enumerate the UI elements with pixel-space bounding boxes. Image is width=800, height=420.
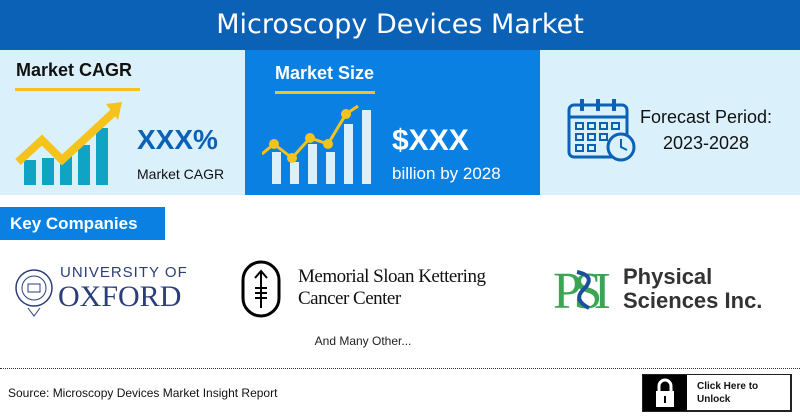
growth-chart-icon [15, 102, 122, 185]
page-title: Microscopy Devices Market [0, 0, 800, 50]
size-heading: Market Size [275, 63, 375, 83]
calendar-clock-icon [567, 99, 636, 162]
cagr-label: Market CAGR [137, 166, 225, 182]
forecast-range: 2023-2028 [662, 133, 750, 153]
market-size-panel: Market Size $XXX billion by 2028 [245, 50, 540, 195]
cagr-value: XXX% [137, 124, 218, 155]
mskcc-line2: Cancer Center [298, 288, 401, 309]
psi-logo: PSI Physical Sciences Inc. [553, 264, 783, 314]
underline [275, 91, 375, 94]
divider [0, 368, 800, 369]
mskcc-mark-icon [241, 260, 281, 318]
mskcc-line1: Memorial Sloan Kettering [298, 266, 486, 287]
forecast-panel: Forecast Period: 2023-2028 [540, 50, 800, 195]
size-value: $XXX [392, 124, 469, 157]
market-cagr-panel: Market CAGR XXX% Market CAGR [0, 50, 245, 195]
size-label: billion by 2028 [392, 164, 501, 183]
key-companies-heading: Key Companies [0, 207, 165, 240]
oxford-crest-icon [15, 269, 53, 317]
unlock-button[interactable]: Click Here to Unlock [642, 374, 792, 412]
cagr-heading: Market CAGR [16, 60, 133, 80]
forecast-label: Forecast Period: [640, 107, 773, 127]
oxford-line1: UNIVERSITY OF [60, 264, 188, 281]
bar-line-chart-icon [262, 104, 371, 184]
psi-line2: Sciences Inc. [623, 288, 763, 313]
oxford-logo: UNIVERSITY OF OXFORD [14, 262, 204, 318]
lock-icon [643, 375, 687, 411]
psi-line1: Physical [623, 264, 713, 289]
forecast-text: Forecast Period: 2023-2028 [640, 104, 772, 156]
underline [15, 88, 140, 91]
mskcc-logo: Memorial Sloan Kettering Cancer Center [240, 260, 520, 320]
unlock-label: Click Here to Unlock [697, 381, 759, 405]
oxford-line2: OXFORD [58, 280, 182, 313]
more-companies-note: And Many Other... [314, 334, 412, 348]
source-text: Source: Microscopy Devices Market Insigh… [8, 386, 278, 400]
psi-mark-icon: PSI [553, 266, 611, 312]
